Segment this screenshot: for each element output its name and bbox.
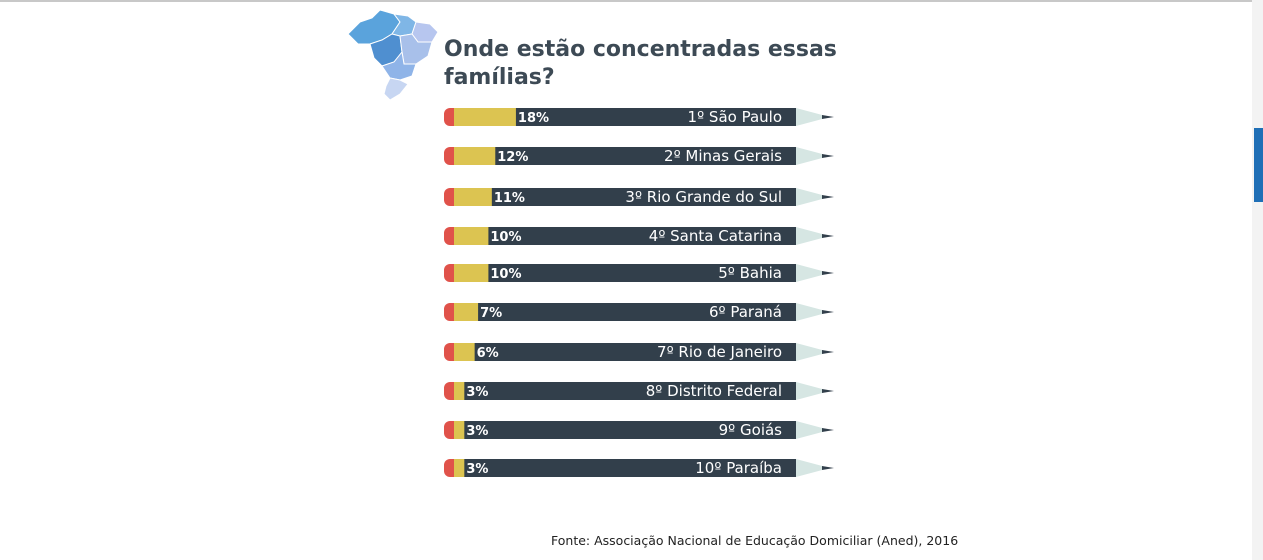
pencil-barrel: [454, 303, 796, 321]
bar-category-label: 8º Distrito Federal: [646, 382, 782, 400]
brazil-map-icon: [347, 9, 439, 101]
pencil-lead: [822, 466, 834, 470]
bar-value-fill: [454, 147, 496, 165]
pencil-bar: 12% 2º Minas Gerais: [444, 147, 834, 165]
chart-title: Onde estão concentradas essas famílias?: [444, 37, 837, 90]
bar-category-label: 6º Paraná: [709, 303, 782, 321]
pencil-bar: 11% 3º Rio Grande do Sul: [444, 188, 834, 206]
pencil-barrel: [454, 343, 796, 361]
pencil-bar: 6% 7º Rio de Janeiro: [444, 343, 834, 361]
pencil-lead: [822, 154, 834, 158]
bar-category-label: 5º Bahia: [718, 264, 782, 282]
bar-value-label: 6%: [477, 346, 499, 361]
bar-category-label: 1º São Paulo: [688, 108, 782, 126]
bar-value-fill: [454, 188, 492, 206]
pencil-bar: 18% 1º São Paulo: [444, 108, 834, 126]
bar-value-label: 11%: [494, 191, 525, 206]
pencil-tip: [796, 459, 826, 477]
bar-value-fill: [454, 421, 465, 439]
pencil-tip: [796, 264, 826, 282]
pencil-lead: [822, 350, 834, 354]
pencil-bar: 10% 5º Bahia: [444, 264, 834, 282]
bar-category-label: 10º Paraíba: [695, 459, 782, 477]
pencil-tip: [796, 421, 826, 439]
bar-value-fill: [454, 343, 475, 361]
pencil-tip: [796, 147, 826, 165]
pencil-barrel: [454, 264, 796, 282]
bar-value-label: 3%: [466, 385, 488, 400]
scrollbar-track[interactable]: [1252, 0, 1263, 560]
pencil-tip: [796, 382, 826, 400]
pencil-bar: 3% 10º Paraíba: [444, 459, 834, 477]
bar-category-label: 3º Rio Grande do Sul: [625, 188, 782, 206]
pencil-barrel: [454, 459, 796, 477]
pencil-barrel: [454, 421, 796, 439]
pencil-lead: [822, 310, 834, 314]
bar-category-label: 7º Rio de Janeiro: [657, 343, 782, 361]
pencil-tip: [796, 188, 826, 206]
bar-value-label: 10%: [490, 230, 521, 245]
bar-value-fill: [454, 264, 489, 282]
bar-value-label: 3%: [466, 462, 488, 477]
bar-value-label: 10%: [490, 267, 521, 282]
bar-category-label: 4º Santa Catarina: [649, 227, 782, 245]
pencil-tip: [796, 343, 826, 361]
bar-value-fill: [454, 227, 489, 245]
bar-value-fill: [454, 382, 465, 400]
pencil-bar: 7% 6º Paraná: [444, 303, 834, 321]
bar-value-label: 12%: [497, 150, 528, 165]
pencil-tip: [796, 108, 826, 126]
pencil-barrel: [454, 188, 796, 206]
source-note: Fonte: Associação Nacional de Educação D…: [551, 533, 959, 548]
pencil-tip: [796, 303, 826, 321]
bar-value-fill: [454, 108, 516, 126]
pencil-lead: [822, 115, 834, 119]
bar-value-label: 7%: [480, 306, 502, 321]
bar-value-label: 18%: [518, 111, 549, 126]
bar-value-fill: [454, 459, 465, 477]
pencil-lead: [822, 428, 834, 432]
pencil-barrel: [454, 227, 796, 245]
pencil-lead: [822, 271, 834, 275]
pencil-lead: [822, 234, 834, 238]
pencil-lead: [822, 389, 834, 393]
scrollbar-thumb[interactable]: [1254, 128, 1263, 202]
bar-value-label: 3%: [466, 424, 488, 439]
pencil-barrel: [454, 382, 796, 400]
pencil-bar: 3% 8º Distrito Federal: [444, 382, 834, 400]
bar-category-label: 9º Goiás: [719, 421, 783, 439]
pencil-bar: 10% 4º Santa Catarina: [444, 227, 834, 245]
pencil-barrel: [454, 108, 796, 126]
pencil-tip: [796, 227, 826, 245]
top-border: [0, 0, 1263, 2]
pencil-lead: [822, 195, 834, 199]
bar-category-label: 2º Minas Gerais: [664, 147, 782, 165]
pencil-bar: 3% 9º Goiás: [444, 421, 834, 439]
pencil-barrel: [454, 147, 796, 165]
bar-value-fill: [454, 303, 479, 321]
